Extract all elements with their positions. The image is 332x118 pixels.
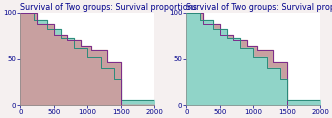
Text: Survival of Two groups: Survival proportions: Survival of Two groups: Survival proport… — [21, 3, 197, 12]
Text: Survival of Two groups: Survival proportions: Survival of Two groups: Survival proport… — [187, 3, 332, 12]
